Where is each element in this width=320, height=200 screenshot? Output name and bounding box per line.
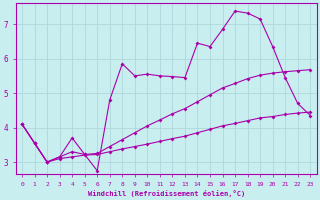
X-axis label: Windchill (Refroidissement éolien,°C): Windchill (Refroidissement éolien,°C) (87, 190, 245, 197)
